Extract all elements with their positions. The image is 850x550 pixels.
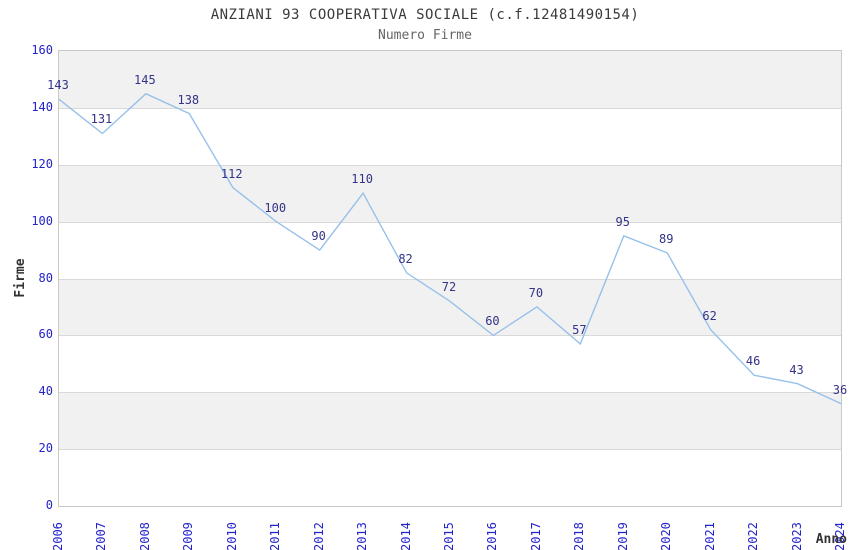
data-label: 138: [177, 92, 200, 107]
x-tick-label: 2014: [398, 522, 413, 550]
y-tick-label: 40: [38, 384, 53, 399]
x-tick-label: 2007: [94, 522, 109, 550]
background-band: [59, 107, 841, 165]
x-tick-label: 2015: [442, 522, 456, 550]
y-tick-label: 20: [38, 441, 53, 456]
background-band: [59, 221, 841, 279]
y-tick-label: 140: [31, 99, 53, 114]
x-tick-label: 2021: [702, 522, 717, 550]
x-tick-label: 2013: [355, 522, 370, 550]
gridline: [59, 335, 841, 336]
data-line: [58, 92, 842, 405]
data-label: 36: [832, 382, 848, 397]
data-label: 46: [745, 354, 761, 369]
y-tick-label: 100: [31, 213, 53, 228]
y-tick-label: 160: [31, 43, 53, 57]
data-label: 70: [528, 285, 544, 300]
gridline: [59, 449, 841, 450]
x-tick-label: 2012: [311, 522, 326, 550]
data-label: 62: [702, 308, 717, 323]
data-label: 145: [134, 72, 156, 87]
data-label: 112: [220, 166, 243, 181]
data-label: 57: [572, 322, 587, 337]
background-band: [59, 278, 841, 336]
y-tick-label: 120: [31, 156, 53, 171]
x-tick-label: 2011: [268, 522, 283, 550]
y-tick-label: 80: [38, 270, 53, 285]
background-band: [59, 449, 841, 506]
data-label: 110: [351, 172, 373, 187]
data-label: 82: [398, 251, 413, 266]
gridline: [59, 165, 841, 166]
background-band: [59, 392, 841, 450]
background-band: [59, 51, 841, 108]
gridline: [59, 392, 841, 393]
chart-title: ANZIANI 93 COOPERATIVA SOCIALE (c.f.1248…: [210, 7, 640, 23]
gridline: [59, 222, 841, 223]
x-tick-label: 2006: [51, 522, 65, 550]
data-label: 89: [658, 231, 674, 246]
data-label: 43: [789, 362, 804, 377]
data-label: 90: [311, 229, 326, 244]
data-label: 131: [90, 112, 113, 127]
x-tick-label: 2022: [746, 522, 761, 550]
x-tick-label: 2018: [572, 522, 587, 550]
y-tick-label: 0: [45, 498, 53, 512]
background-band: [59, 335, 841, 393]
y-tick-label: 60: [38, 327, 53, 342]
gridline: [59, 108, 841, 109]
plot-area: [58, 50, 842, 507]
data-label: 143: [47, 78, 69, 93]
gridline: [59, 279, 841, 280]
data-label: 95: [615, 214, 630, 229]
data-line-svg: [58, 92, 842, 405]
x-tick-label: 2016: [485, 522, 500, 550]
x-tick-label: 2009: [181, 522, 196, 550]
background-band: [59, 164, 841, 222]
data-label: 72: [441, 280, 457, 295]
x-tick-label: 2017: [528, 522, 543, 550]
data-label: 100: [264, 200, 287, 215]
chart-subtitle: Numero Firme: [378, 28, 472, 43]
x-tick-label: 2008: [137, 522, 152, 550]
data-label: 60: [485, 314, 500, 329]
x-tick-label: 2020: [659, 522, 674, 550]
x-tick-label: 2019: [615, 522, 630, 550]
x-tick-label: 2023: [789, 522, 804, 550]
x-axis-title: Anno: [815, 532, 847, 547]
x-tick-label: 2010: [224, 522, 239, 550]
